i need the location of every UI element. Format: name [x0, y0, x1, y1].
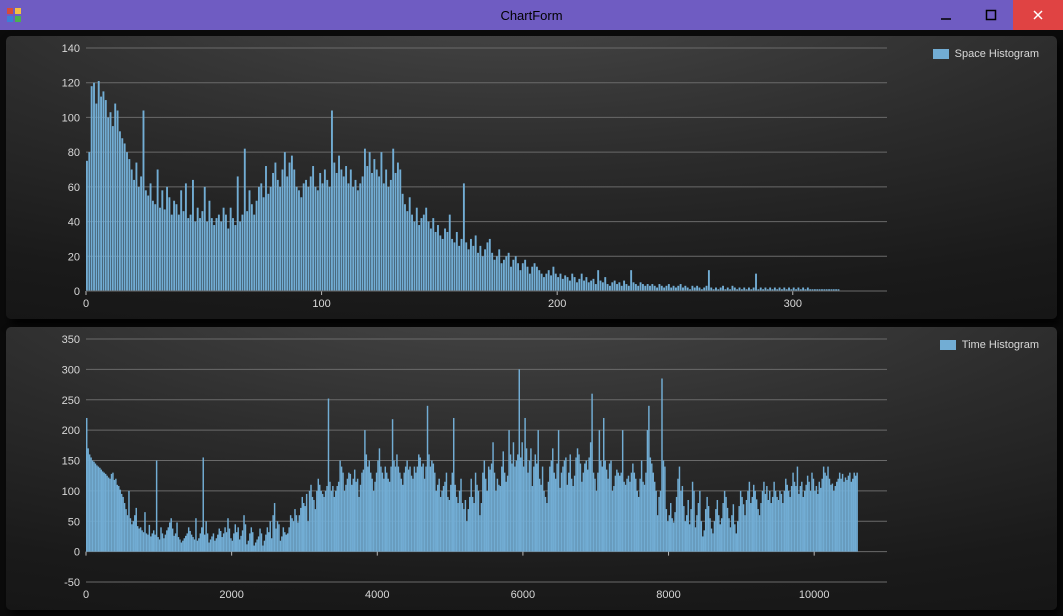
svg-text:150: 150: [62, 456, 80, 468]
svg-text:100: 100: [312, 298, 330, 310]
close-button[interactable]: [1013, 0, 1063, 30]
svg-text:140: 140: [62, 43, 80, 55]
time-histogram-chart: -500501001502002503003500200040006000800…: [6, 327, 1057, 610]
legend-swatch-icon: [933, 49, 949, 59]
window-title: ChartForm: [500, 8, 562, 23]
svg-text:100: 100: [62, 112, 80, 124]
svg-text:4000: 4000: [365, 589, 389, 601]
app-icon: [6, 7, 22, 23]
time-histogram-panel: Time Histogram -500501001502002503003500…: [6, 327, 1057, 610]
minimize-button[interactable]: [923, 0, 968, 30]
time-histogram-legend: Time Histogram: [940, 339, 1039, 351]
svg-text:2000: 2000: [219, 589, 243, 601]
client-area: Space Histogram 0 20 40 60 80 100 120 140 0 100 20…: [0, 30, 1063, 616]
svg-text:50: 50: [68, 516, 80, 528]
legend-label: Space Histogram: [955, 48, 1039, 60]
svg-text:250: 250: [62, 395, 80, 407]
legend-label: Time Histogram: [962, 339, 1039, 351]
svg-text:10000: 10000: [799, 589, 830, 601]
svg-text:6000: 6000: [511, 589, 535, 601]
svg-text:8000: 8000: [656, 589, 680, 601]
svg-text:200: 200: [548, 298, 566, 310]
space-histogram-panel: Space Histogram 0 20 40 60 80 100 120 140 0 100 20…: [6, 36, 1057, 319]
space-histogram-chart: 0 20 40 60 80 100 120 140 0 100 200 300: [6, 36, 1057, 319]
svg-text:20: 20: [68, 251, 80, 263]
window-titlebar: ChartForm: [0, 0, 1063, 30]
window-buttons: [923, 0, 1063, 30]
svg-text:40: 40: [68, 217, 80, 229]
legend-swatch-icon: [940, 340, 956, 350]
svg-text:0: 0: [74, 547, 80, 559]
svg-text:0: 0: [83, 589, 89, 601]
svg-text:300: 300: [784, 298, 802, 310]
svg-text:100: 100: [62, 486, 80, 498]
space-histogram-legend: Space Histogram: [933, 48, 1039, 60]
svg-text:200: 200: [62, 425, 80, 437]
svg-text:-50: -50: [64, 577, 80, 589]
svg-text:350: 350: [62, 334, 80, 346]
svg-text:60: 60: [68, 182, 80, 194]
svg-text:300: 300: [62, 364, 80, 376]
svg-text:120: 120: [62, 78, 80, 90]
svg-text:0: 0: [83, 298, 89, 310]
svg-text:0: 0: [74, 286, 80, 298]
maximize-button[interactable]: [968, 0, 1013, 30]
svg-text:80: 80: [68, 147, 80, 159]
